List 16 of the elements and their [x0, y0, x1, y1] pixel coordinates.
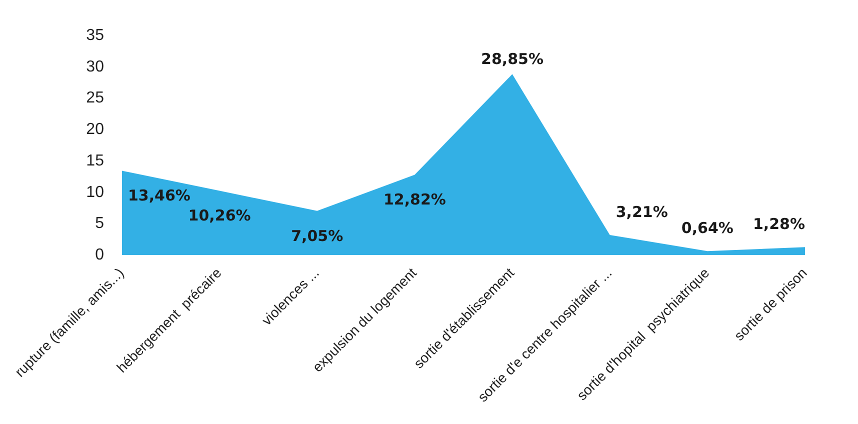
data-label: 1,28%	[752, 214, 805, 233]
data-label: 7,05%	[291, 226, 344, 245]
data-label: 28,85%	[481, 50, 544, 68]
data-label: 3,21%	[616, 202, 668, 221]
y-tick-label: 30	[86, 58, 104, 76]
y-tick-label: 0	[95, 246, 104, 264]
y-tick-label: 5	[95, 215, 104, 232]
data-label: 12,82%	[383, 190, 446, 209]
y-tick-label: 35	[86, 27, 104, 44]
data-label: 13,46%	[128, 186, 190, 205]
data-label: 10,26%	[188, 206, 251, 225]
y-tick-label: 10	[86, 184, 104, 201]
y-tick-label: 15	[86, 152, 104, 170]
y-tick-label: 25	[86, 90, 104, 107]
data-label: 0,64%	[681, 219, 734, 237]
y-tick-label: 20	[86, 121, 104, 138]
